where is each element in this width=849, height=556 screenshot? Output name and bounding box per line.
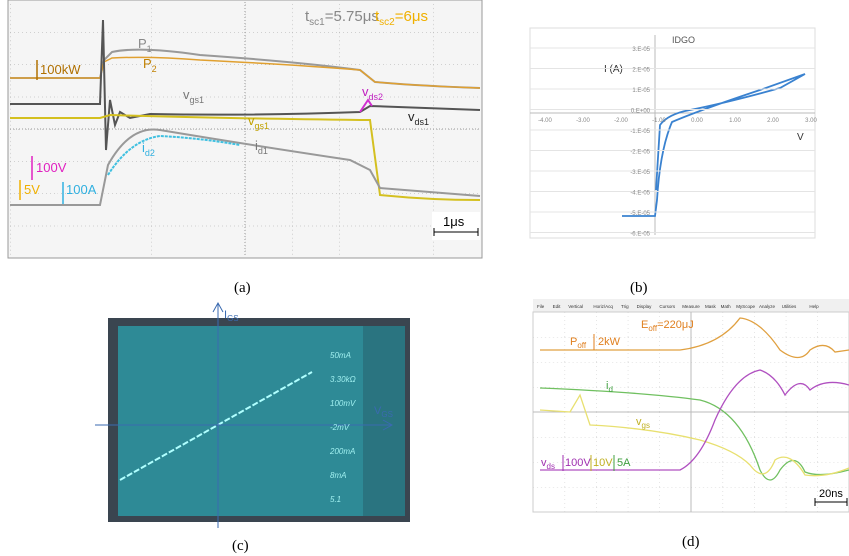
menu-item[interactable]: Trig bbox=[621, 304, 629, 309]
caption: (c) bbox=[232, 538, 249, 554]
y-tick-label: 3.E-05 bbox=[632, 47, 650, 53]
screen-readout: -2mV bbox=[330, 423, 350, 432]
screen-readout: 3.30kΩ bbox=[330, 375, 356, 384]
y-tick-label: -5.E-05 bbox=[630, 211, 650, 217]
screen-readout: 50mA bbox=[330, 351, 351, 360]
label: 5A bbox=[617, 457, 631, 469]
x-tick-label: 2.00 bbox=[767, 118, 779, 124]
screen-readout: 8mA bbox=[330, 471, 346, 480]
panel-c: IGS VGS (c) 50mA3.30kΩ100mV-2mV200mA8mA5… bbox=[95, 303, 410, 554]
axis-label: IGS bbox=[224, 309, 239, 323]
label: 100kW bbox=[40, 62, 81, 77]
caption: (b) bbox=[630, 280, 648, 296]
menu-item[interactable]: Analyze bbox=[759, 304, 776, 309]
y-tick-label: 1.E-05 bbox=[632, 88, 650, 94]
y-axis-label: I (A) bbox=[604, 64, 623, 75]
menu-item[interactable]: Help bbox=[809, 304, 819, 309]
screen-readout: 5.1 bbox=[330, 495, 341, 504]
x-tick-label: -2.00 bbox=[614, 118, 628, 124]
x-tick-label: -3.00 bbox=[576, 118, 590, 124]
chart-title: IDGO bbox=[672, 35, 695, 45]
menu-item[interactable]: Measure bbox=[682, 304, 700, 309]
x-tick-label: -1.00 bbox=[652, 118, 666, 124]
label: 5V bbox=[24, 182, 40, 197]
menu-item[interactable]: Edit bbox=[553, 304, 562, 309]
menu-item[interactable]: Math bbox=[721, 304, 732, 309]
caption: (a) bbox=[234, 280, 251, 296]
panel-a: tsc1=5.75μs tsc2=6μs P1 P2 100kW vgs1 vd… bbox=[8, 0, 482, 296]
y-tick-label: -4.E-05 bbox=[630, 191, 650, 197]
label: 10V bbox=[593, 457, 613, 469]
screen-readout: 100mV bbox=[330, 399, 356, 408]
screen-readout: 200mA bbox=[329, 447, 355, 456]
menu-item[interactable]: Display bbox=[637, 304, 653, 309]
panel-d: Eoff=220μJ Poff 2kW id vgs vds 100V 10V … bbox=[533, 299, 849, 550]
x-tick-label: -4.00 bbox=[538, 118, 552, 124]
panel-b: IDGO I (A) V (b) 3.E-05 2.E-05 1.E-05 0.E+0… bbox=[530, 28, 817, 296]
label: 100A bbox=[66, 182, 97, 197]
y-tick-label: -1.E-05 bbox=[630, 129, 650, 135]
x-tick-label: 3.00 bbox=[805, 118, 817, 124]
x-tick-label: 1.00 bbox=[729, 118, 741, 124]
y-tick-label: -3.E-05 bbox=[630, 170, 650, 176]
caption: (d) bbox=[682, 534, 700, 550]
x-tick-label: 0.00 bbox=[691, 118, 703, 124]
x-axis-label: V bbox=[797, 132, 804, 143]
menu-item[interactable]: Horiz/Acq bbox=[593, 304, 613, 309]
menu-item[interactable]: Cursors bbox=[659, 304, 676, 309]
menu-item[interactable]: File bbox=[537, 304, 545, 309]
menu-item[interactable]: MyScope bbox=[736, 304, 755, 309]
menu-item[interactable]: Mask bbox=[705, 304, 717, 309]
menu-item[interactable]: Utilities bbox=[782, 304, 797, 309]
y-tick-label: -2.E-05 bbox=[630, 150, 650, 156]
label: 2kW bbox=[598, 336, 621, 348]
label: 100V bbox=[36, 160, 67, 175]
menu-item[interactable]: Vertical bbox=[568, 304, 583, 309]
label: 100V bbox=[565, 457, 591, 469]
y-tick-label: 2.E-05 bbox=[632, 68, 650, 74]
time-scale: 1μs bbox=[443, 214, 465, 229]
time-scale: 20ns bbox=[819, 488, 843, 500]
y-tick-label: -6.E-05 bbox=[630, 232, 650, 238]
y-tick-label: 0.E+00 bbox=[631, 109, 651, 115]
figure: tsc1=5.75μs tsc2=6μs P1 P2 100kW vgs1 vd… bbox=[0, 0, 849, 556]
